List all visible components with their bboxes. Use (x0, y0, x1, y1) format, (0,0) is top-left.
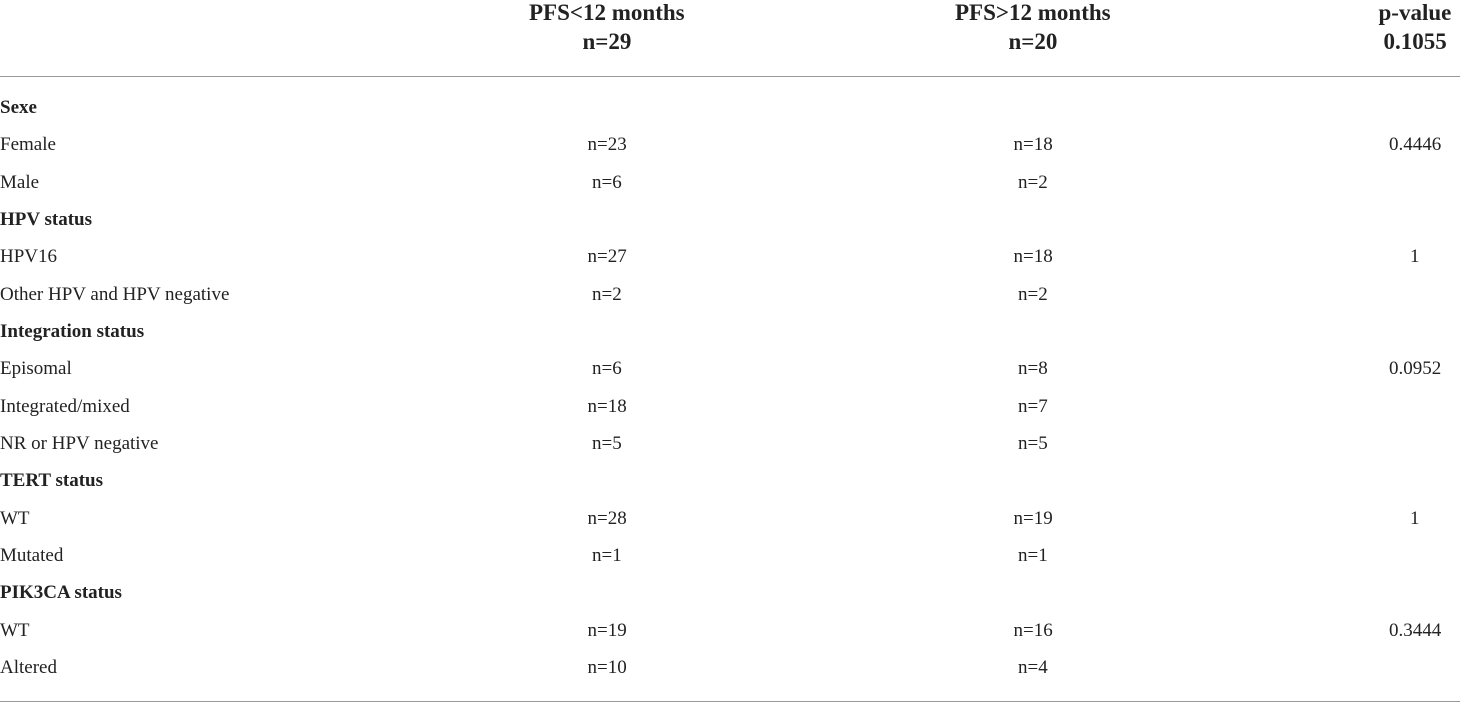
section-label: TERT status (0, 470, 103, 492)
row-label: Male (0, 171, 40, 193)
cell: n=2 (1018, 283, 1048, 305)
row-label: WT (0, 619, 30, 641)
cell: n=18 (587, 395, 627, 417)
row-label: WT (0, 507, 30, 529)
cell: n=18 (1013, 134, 1053, 156)
cell: n=27 (587, 246, 627, 268)
cell: n=5 (1018, 432, 1048, 454)
column-header: 0.1055 (1383, 29, 1447, 54)
cell: n=6 (592, 358, 622, 380)
cell: n=7 (1018, 395, 1048, 417)
cell: 0.3444 (1389, 619, 1442, 641)
cell: n=2 (1018, 171, 1048, 193)
row-label: Altered (0, 656, 57, 678)
section-label: Sexe (0, 97, 37, 118)
row-label: Integrated/mixed (0, 395, 130, 417)
header-rule (0, 76, 1460, 77)
column-header: PFS>12 months (955, 0, 1111, 25)
cell: n=4 (1018, 656, 1048, 678)
row-label: Mutated (0, 544, 64, 566)
cell: 0.4446 (1389, 134, 1442, 156)
cell: 1 (1410, 246, 1420, 268)
cell: n=28 (587, 507, 627, 529)
cell: n=16 (1013, 619, 1053, 641)
cell: 1 (1410, 507, 1420, 529)
section-label: HPV status (0, 208, 93, 230)
bottom-rule (0, 701, 1460, 702)
section-label: Integration status (0, 320, 145, 342)
column-header: p-value (1378, 0, 1452, 25)
column-header: n=29 (582, 29, 632, 54)
cell: n=19 (1013, 507, 1053, 529)
cell: n=1 (592, 544, 622, 566)
cell: n=10 (587, 656, 627, 678)
cell: n=8 (1018, 358, 1048, 380)
column-header: n=20 (1008, 29, 1058, 54)
cell: 0.0952 (1389, 358, 1442, 380)
row-label: HPV16 (0, 246, 58, 268)
cell: n=23 (587, 134, 627, 156)
cell: n=2 (592, 283, 622, 305)
row-label: Episomal (0, 358, 72, 380)
row-label: Female (0, 134, 56, 156)
row-label: Other HPV and HPV negative (0, 283, 230, 305)
cell: n=1 (1018, 544, 1048, 566)
cell: n=5 (592, 432, 622, 454)
column-header: PFS<12 months (529, 0, 685, 25)
cell: n=6 (592, 171, 622, 193)
row-label: NR or HPV negative (0, 432, 159, 454)
cell: n=18 (1013, 246, 1053, 268)
cell: n=19 (587, 619, 627, 641)
section-label: PIK3CA status (0, 582, 122, 604)
